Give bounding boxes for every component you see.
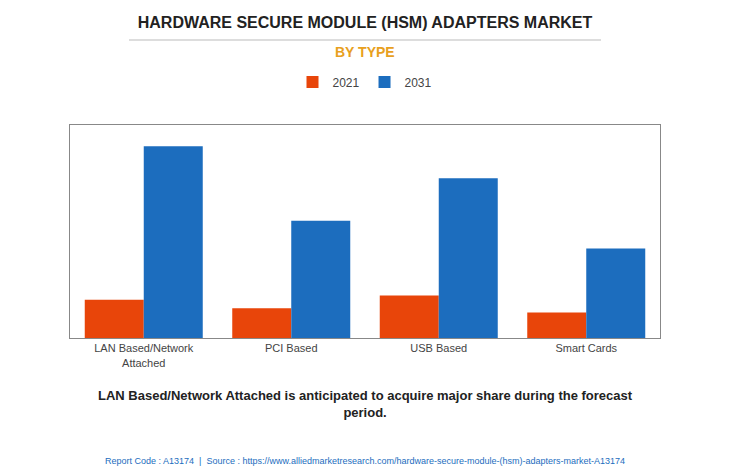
svg-text:2031: 2031 [405,76,432,90]
svg-text:PCI Based: PCI Based [265,342,318,354]
svg-text:BY TYPE: BY TYPE [335,44,395,60]
svg-text:2021: 2021 [333,76,360,90]
svg-text:HARDWARE SECURE MODULE (HSM) A: HARDWARE SECURE MODULE (HSM) ADAPTERS MA… [138,14,593,31]
svg-text:Smart Cards: Smart Cards [555,342,617,354]
svg-text:Report Code : A13174 | Sourc: Report Code : A13174 | Source : https://… [105,456,625,466]
svg-text:LAN Based/Network Attached is: LAN Based/Network Attached is anticipate… [98,388,633,420]
svg-text:LAN Based/NetworkAttached: LAN Based/NetworkAttached [94,342,194,368]
svg-text:USB Based: USB Based [410,342,467,354]
